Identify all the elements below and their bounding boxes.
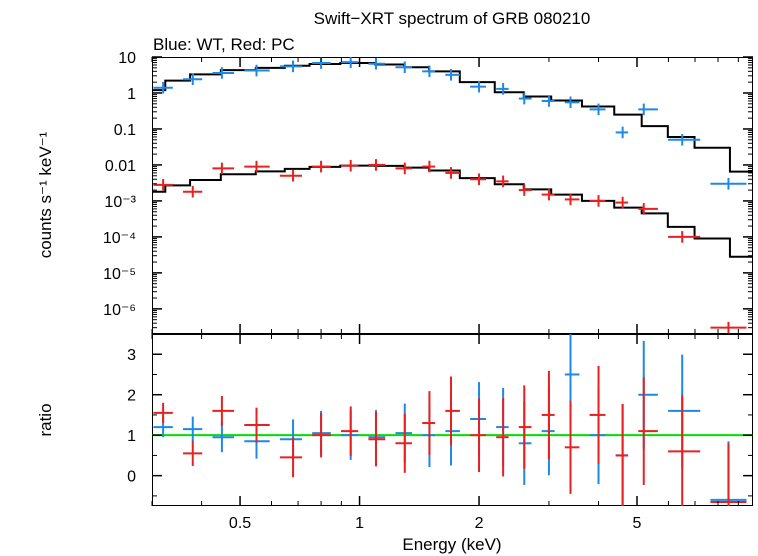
- wt-data-point: [496, 83, 509, 95]
- pc-ratio-point: [395, 413, 413, 473]
- pc-data-point: [496, 175, 509, 188]
- spectrum-frame: [152, 57, 753, 334]
- pc-data-point: [638, 203, 658, 215]
- pc-data-point: [518, 184, 532, 196]
- y-tick-label: 0.01: [105, 158, 136, 175]
- wt-data-point: [212, 67, 235, 79]
- y-tick-label: 0.1: [114, 122, 136, 139]
- wt-data-point: [615, 126, 629, 139]
- wt-data-point: [279, 60, 302, 73]
- x-axis-label: Energy (keV): [402, 535, 501, 554]
- pc-data-point: [541, 188, 555, 201]
- pc-ratio-point: [564, 400, 580, 494]
- pc-data-point: [422, 160, 436, 173]
- wt-ratio-point: [279, 419, 302, 460]
- y-tick-label: 10⁻⁵: [103, 266, 136, 283]
- pc-data-point: [312, 160, 331, 173]
- ratio-tick-label: 0: [127, 469, 136, 486]
- wt-ratio-point: [183, 416, 203, 442]
- pc-ratio-point: [153, 402, 173, 424]
- wt-data-point: [668, 133, 701, 146]
- wt-ratio-point: [212, 422, 235, 453]
- ratio-tick-label: 1: [127, 428, 136, 445]
- wt-data-point: [541, 95, 555, 107]
- wt-data-point: [153, 81, 173, 94]
- pc-ratio-point: [668, 395, 701, 506]
- pc-data-point: [340, 159, 359, 172]
- pc-ratio-point: [710, 443, 747, 506]
- pc-data-point: [279, 169, 302, 182]
- pc-ratio-point: [244, 407, 270, 443]
- chart-title: Swift−XRT spectrum of GRB 080210: [314, 9, 591, 28]
- y-tick-label: 10⁻⁶: [103, 302, 136, 319]
- wt-data-point: [422, 65, 436, 78]
- pc-data-point: [368, 159, 386, 171]
- x-tick-label: 0.5: [229, 515, 251, 532]
- x-tick-label: 1: [355, 515, 364, 532]
- x-tick-label: 5: [633, 515, 642, 532]
- pc-ratio-point: [279, 437, 302, 478]
- pc-ratio-point: [183, 440, 203, 466]
- pc-ratio-point: [340, 406, 359, 456]
- bottom-y-axis-label: ratio: [36, 403, 55, 436]
- model-step-line: [152, 62, 753, 173]
- wt-data-point: [340, 57, 359, 68]
- wt-ratio-point: [638, 340, 658, 449]
- pc-data-point: [470, 173, 486, 186]
- wt-ratio-point: [564, 334, 580, 422]
- wt-ratio-point: [340, 410, 359, 460]
- wt-data-point: [710, 177, 747, 190]
- pc-ratio-point: [212, 395, 235, 426]
- pc-ratio-point: [518, 385, 532, 469]
- pc-ratio-point: [589, 365, 606, 464]
- top-y-axis-label: counts s⁻¹ keV⁻¹: [36, 131, 55, 258]
- ratio-tick-label: 2: [127, 388, 136, 405]
- pc-ratio-point: [445, 376, 460, 446]
- pc-data-point: [615, 196, 629, 209]
- ratio-panel: [152, 334, 753, 506]
- wt-data-point: [445, 68, 460, 81]
- ratio-frame: [152, 334, 753, 506]
- pc-ratio-point: [312, 412, 331, 458]
- wt-ratio-point: [668, 354, 701, 468]
- pc-data-point: [395, 162, 413, 175]
- wt-data-point: [564, 96, 580, 109]
- pc-ratio-point: [496, 397, 509, 477]
- pc-data-point: [153, 179, 173, 191]
- chart-subtitle: Blue: WT, Red: PC: [153, 35, 295, 54]
- spectrum-panel: [152, 57, 753, 334]
- pc-ratio-point: [541, 370, 555, 460]
- wt-data-point: [518, 92, 532, 105]
- model-step-line: [152, 164, 753, 258]
- pc-data-point: [212, 162, 235, 175]
- pc-data-point: [668, 231, 701, 243]
- wt-ratio-point: [395, 403, 413, 463]
- wt-ratio-point: [445, 396, 460, 466]
- wt-data-point: [395, 61, 413, 74]
- pc-data-point: [710, 321, 747, 334]
- wt-data-point: [183, 73, 203, 86]
- wt-data-point: [638, 103, 658, 116]
- pc-ratio-point: [638, 377, 658, 485]
- pc-ratio-point: [615, 404, 629, 506]
- y-tick-label: 10: [118, 50, 136, 67]
- pc-ratio-point: [422, 391, 436, 456]
- y-tick-label: 10⁻³: [104, 194, 136, 211]
- wt-data-point: [368, 57, 386, 70]
- x-tick-label: 2: [475, 515, 484, 532]
- pc-data-point: [183, 185, 203, 198]
- y-tick-label: 10⁻⁴: [103, 230, 136, 247]
- ratio-tick-label: 3: [127, 347, 136, 364]
- pc-data-point: [244, 160, 270, 173]
- pc-ratio-point: [470, 398, 486, 473]
- wt-data-point: [470, 80, 486, 93]
- pc-data-point: [445, 167, 460, 179]
- wt-data-point: [244, 64, 270, 77]
- y-tick-label: 1: [127, 86, 136, 103]
- pc-ratio-point: [368, 412, 386, 467]
- pc-data-point: [564, 193, 580, 206]
- pc-data-point: [589, 195, 606, 207]
- wt-data-point: [589, 103, 606, 116]
